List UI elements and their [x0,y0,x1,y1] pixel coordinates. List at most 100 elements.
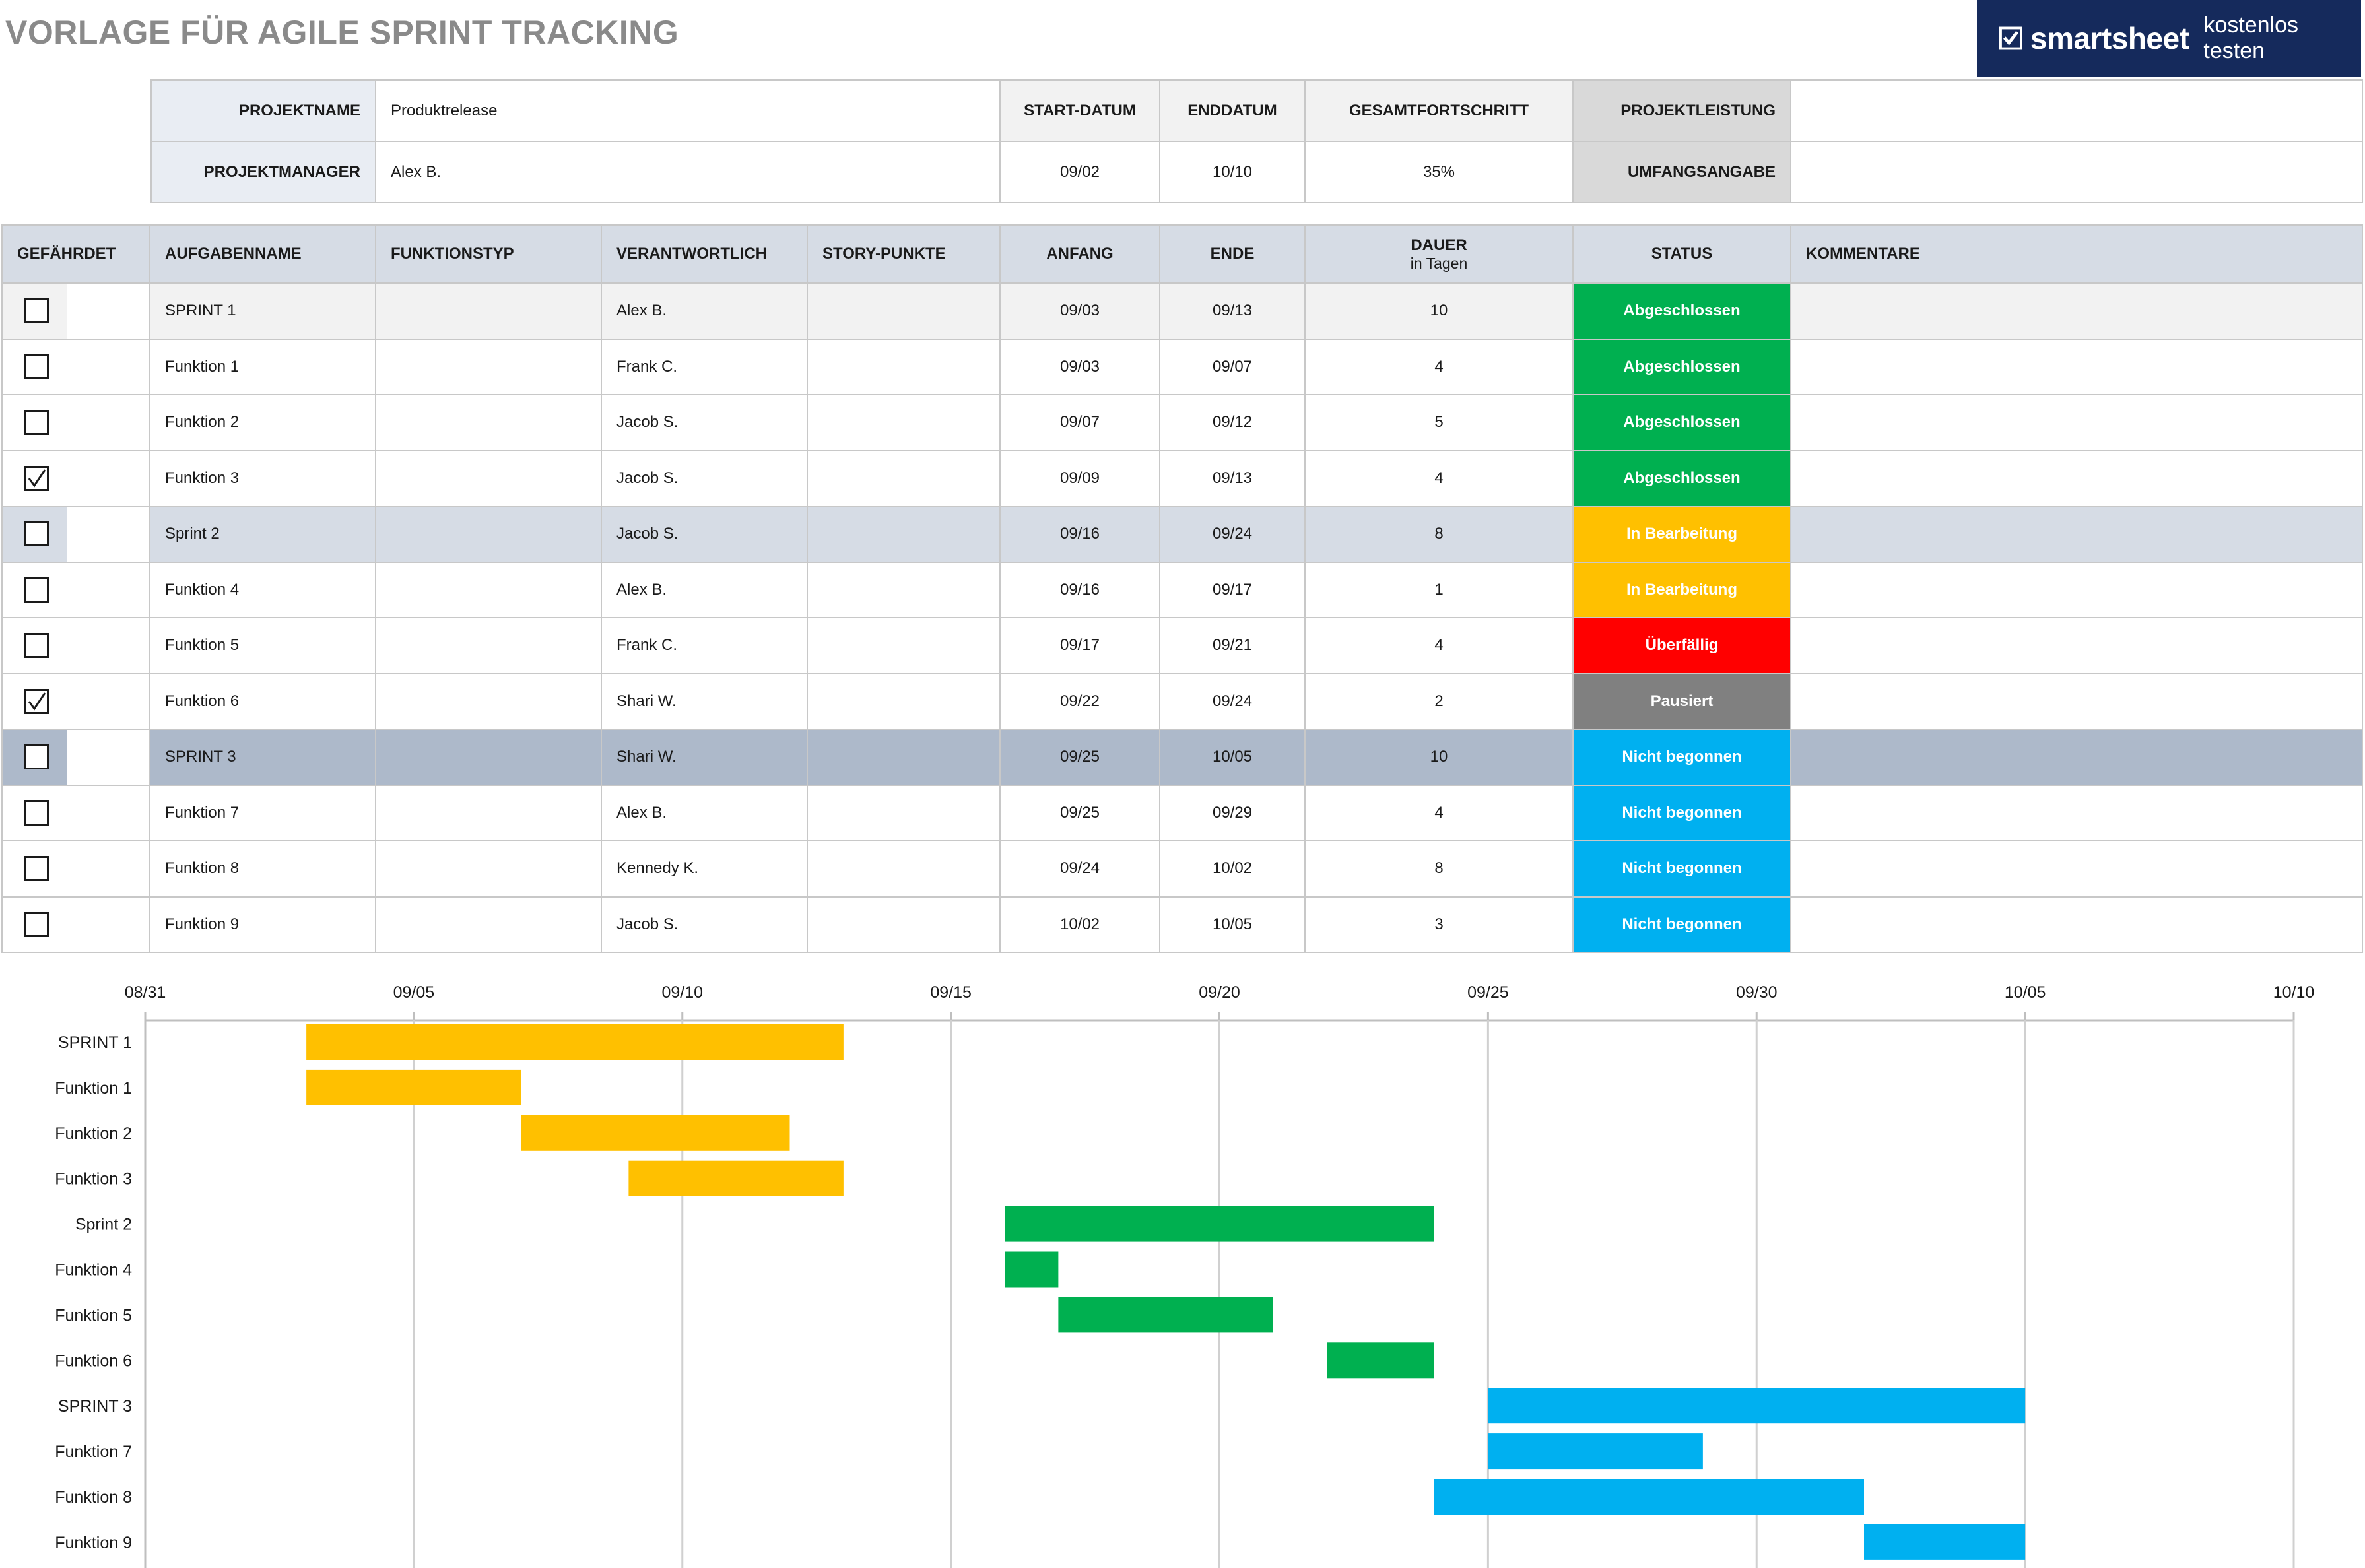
duration-cell[interactable]: 2 [1304,672,1574,730]
task-name-cell[interactable]: Funktion 5 [149,617,376,674]
owner-cell[interactable]: Shari W. [601,672,808,730]
comments-cell[interactable] [1790,896,2363,953]
story-points-cell[interactable] [807,784,1001,841]
table-row[interactable]: Funktion 2 Jacob S. 09/07 09/12 5 Abgeschloss… [1,394,2363,451]
start-date-cell[interactable]: 09/24 [999,840,1160,898]
feature-type-cell[interactable] [375,729,602,786]
project-manager-field[interactable]: Alex B. [375,141,1001,203]
feature-type-cell[interactable] [375,561,602,618]
feature-type-cell[interactable] [375,617,602,674]
comments-cell[interactable] [1790,282,2363,340]
comments-cell[interactable] [1790,840,2363,898]
feature-type-cell[interactable] [375,896,602,953]
owner-cell[interactable]: Jacob S. [601,506,808,563]
task-name-cell[interactable]: Funktion 7 [149,784,376,841]
duration-cell[interactable]: 5 [1304,394,1574,451]
end-date-cell[interactable]: 09/21 [1159,617,1306,674]
table-row[interactable]: Funktion 9 Jacob S. 10/02 10/05 3 Nicht begon… [1,896,2363,953]
duration-cell[interactable]: 4 [1304,338,1574,395]
checked-checkbox[interactable] [24,688,49,714]
at-risk-checkbox-cell[interactable] [1,506,67,563]
checkbox[interactable] [24,410,49,435]
feature-type-cell[interactable] [375,338,602,395]
duration-cell[interactable]: 4 [1304,449,1574,507]
start-date-cell[interactable]: 09/17 [999,617,1160,674]
start-date-cell[interactable]: 09/03 [999,338,1160,395]
duration-cell[interactable]: 8 [1304,840,1574,898]
scope-field[interactable] [1790,141,2363,203]
start-date-cell[interactable]: 09/09 [999,449,1160,507]
feature-type-cell[interactable] [375,840,602,898]
end-date-cell[interactable]: 10/05 [1159,896,1306,953]
story-points-cell[interactable] [807,394,1001,451]
at-risk-checkbox-cell[interactable] [1,561,67,618]
task-name-cell[interactable]: Funktion 4 [149,561,376,618]
owner-cell[interactable]: Jacob S. [601,449,808,507]
task-name-cell[interactable]: Funktion 9 [149,896,376,953]
start-date-cell[interactable]: 09/07 [999,394,1160,451]
status-cell[interactable]: Nicht begonnen [1572,896,1791,953]
end-date-cell[interactable]: 10/02 [1159,840,1306,898]
comments-cell[interactable] [1790,617,2363,674]
at-risk-checkbox-cell[interactable] [1,672,67,730]
checkbox[interactable] [24,354,49,379]
status-cell[interactable]: In Bearbeitung [1572,506,1791,563]
task-name-cell[interactable]: Funktion 8 [149,840,376,898]
checkbox[interactable] [24,633,49,658]
table-row[interactable]: Funktion 4 Alex B. 09/16 09/17 1 In Bearbeitu… [1,561,2363,618]
feature-type-cell[interactable] [375,672,602,730]
status-cell[interactable]: Nicht begonnen [1572,729,1791,786]
overall-progress-field[interactable]: 35% [1304,141,1574,203]
at-risk-checkbox-cell[interactable] [1,282,67,340]
at-risk-checkbox-cell[interactable] [1,394,67,451]
story-points-cell[interactable] [807,729,1001,786]
status-cell[interactable]: Pausiert [1572,672,1791,730]
task-name-cell[interactable]: SPRINT 1 [149,282,376,340]
table-row[interactable]: SPRINT 3 Shari W. 09/25 10/05 10 Nicht begonn… [1,729,2363,786]
story-points-cell[interactable] [807,896,1001,953]
comments-cell[interactable] [1790,672,2363,730]
end-date-cell[interactable]: 09/07 [1159,338,1306,395]
table-row[interactable]: Sprint 2 Jacob S. 09/16 09/24 8 In Bearbeitun… [1,506,2363,563]
at-risk-checkbox-cell[interactable] [1,729,67,786]
start-date-field[interactable]: 09/02 [999,141,1160,203]
project-performance-field[interactable] [1790,79,2363,142]
end-date-field[interactable]: 10/10 [1159,141,1306,203]
task-name-cell[interactable]: SPRINT 3 [149,729,376,786]
duration-cell[interactable]: 10 [1304,729,1574,786]
comments-cell[interactable] [1790,784,2363,841]
story-points-cell[interactable] [807,506,1001,563]
owner-cell[interactable]: Frank C. [601,338,808,395]
comments-cell[interactable] [1790,449,2363,507]
owner-cell[interactable]: Alex B. [601,784,808,841]
smartsheet-cta-button[interactable]: smartsheet kostenlos testen [1977,0,2361,77]
duration-cell[interactable]: 1 [1304,561,1574,618]
start-date-cell[interactable]: 09/25 [999,784,1160,841]
status-cell[interactable]: Nicht begonnen [1572,840,1791,898]
story-points-cell[interactable] [807,449,1001,507]
feature-type-cell[interactable] [375,449,602,507]
status-cell[interactable]: Abgeschlossen [1572,449,1791,507]
status-cell[interactable]: Abgeschlossen [1572,282,1791,340]
comments-cell[interactable] [1790,561,2363,618]
end-date-cell[interactable]: 09/17 [1159,561,1306,618]
feature-type-cell[interactable] [375,506,602,563]
project-name-field[interactable]: Produktrelease [375,79,1001,142]
at-risk-checkbox-cell[interactable] [1,449,67,507]
table-row[interactable]: Funktion 5 Frank C. 09/17 09/21 4 Überfällig [1,617,2363,674]
duration-cell[interactable]: 3 [1304,896,1574,953]
end-date-cell[interactable]: 09/29 [1159,784,1306,841]
end-date-cell[interactable]: 09/12 [1159,394,1306,451]
story-points-cell[interactable] [807,672,1001,730]
owner-cell[interactable]: Alex B. [601,282,808,340]
owner-cell[interactable]: Shari W. [601,729,808,786]
task-name-cell[interactable]: Funktion 2 [149,394,376,451]
duration-cell[interactable]: 8 [1304,506,1574,563]
owner-cell[interactable]: Frank C. [601,617,808,674]
story-points-cell[interactable] [807,282,1001,340]
checkbox[interactable] [24,744,49,769]
checkbox[interactable] [24,856,49,881]
end-date-cell[interactable]: 09/13 [1159,449,1306,507]
end-date-cell[interactable]: 09/24 [1159,506,1306,563]
start-date-cell[interactable]: 09/22 [999,672,1160,730]
